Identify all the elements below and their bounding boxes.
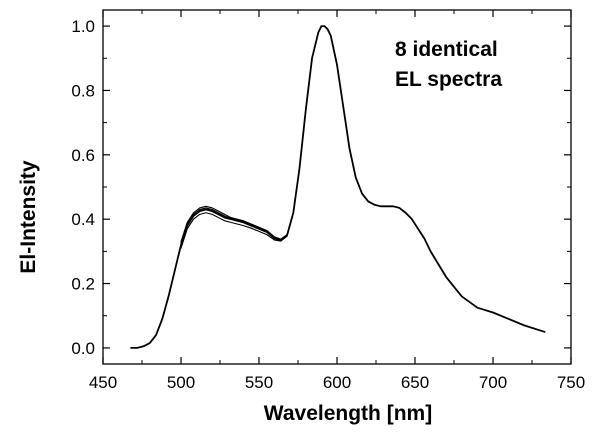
y-axis-title: El-Intensity bbox=[17, 160, 40, 274]
x-tick-label: 500 bbox=[167, 373, 195, 392]
x-tick-label: 450 bbox=[89, 373, 117, 392]
y-tick-label: 0.8 bbox=[71, 81, 95, 100]
y-tick-label: 0.2 bbox=[71, 275, 95, 294]
y-tick-label: 0.0 bbox=[71, 339, 95, 358]
x-tick-label: 550 bbox=[245, 373, 273, 392]
spectrum-line-3 bbox=[180, 212, 288, 249]
spectrum-line-2 bbox=[180, 205, 288, 243]
x-tick-label: 650 bbox=[401, 373, 429, 392]
x-tick-label: 700 bbox=[479, 373, 507, 392]
y-tick-label: 0.4 bbox=[71, 210, 95, 229]
ticks-layer: 450 500 550 600 650 700 750 0.0 0.2 0.4 0.6 0.8 1.0 bbox=[71, 10, 585, 392]
series-layer bbox=[130, 25, 546, 349]
annotation-line-2: EL spectra bbox=[395, 68, 502, 91]
y-tick-label: 0.6 bbox=[71, 146, 95, 165]
x-tick-label: 600 bbox=[323, 373, 351, 392]
spectrum-line-1 bbox=[130, 25, 546, 349]
x-axis-title: Wavelength [nm] bbox=[264, 402, 432, 425]
plot-frame bbox=[102, 9, 572, 365]
spectrum-line-4 bbox=[180, 207, 288, 244]
annotation-line-1: 8 identical bbox=[395, 38, 498, 61]
x-tick-label: 750 bbox=[557, 373, 585, 392]
y-tick-label: 1.0 bbox=[71, 17, 95, 36]
